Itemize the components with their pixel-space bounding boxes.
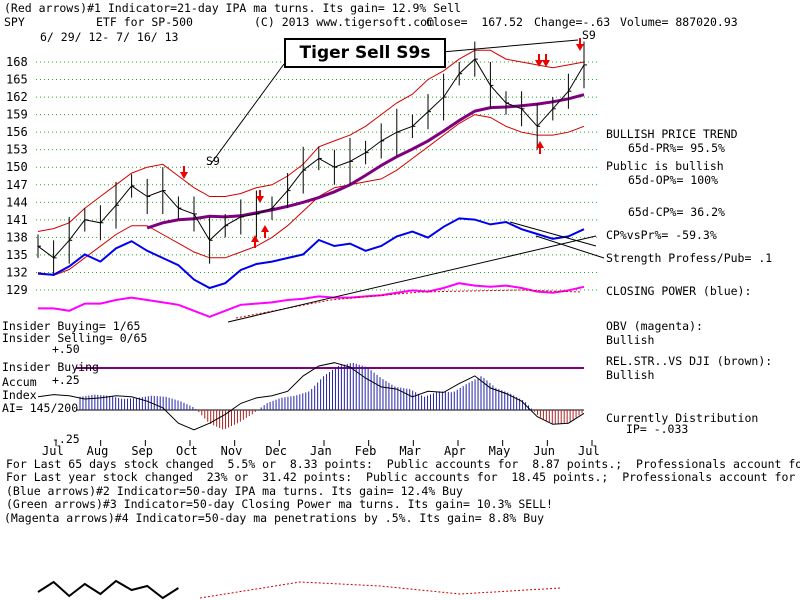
x-tick-label: Mar	[399, 444, 421, 458]
x-tick-label: Aug	[87, 444, 109, 458]
red-sell-arrow	[180, 172, 188, 179]
obv-label: OBV (magenta):	[606, 319, 703, 333]
y-tick-label: 138	[6, 230, 28, 244]
x-tick-label: Jul	[42, 444, 64, 458]
ai-label: AI= 145/200	[2, 401, 79, 415]
cp-trendline	[227, 235, 597, 323]
cp-downtrend	[509, 221, 597, 247]
red-sell-arrow	[542, 60, 550, 67]
x-tick-label: Nov	[221, 444, 243, 458]
obv-ma-line	[235, 289, 581, 319]
lower-band-line	[37, 114, 585, 276]
op-label: 65d-OP%= 100%	[628, 173, 719, 187]
footer-line-2: For Last year stock changed 23% or 31.42…	[6, 470, 796, 484]
x-tick-label: Apr	[444, 444, 466, 458]
strength-label: Strength Profess/Pub= .1	[606, 251, 773, 265]
plus-50-label: +.50	[52, 342, 80, 356]
lower-panel-line	[37, 579, 179, 600]
footer-line-5: (Magenta arrows)#4 Indicator=50-day ma p…	[4, 511, 545, 525]
index-label: Index	[2, 388, 37, 402]
y-tick-label: 132	[6, 265, 28, 279]
upper-band-line	[37, 49, 585, 232]
x-tick-label: May	[489, 444, 511, 458]
trend-label: BULLISH PRICE TREND	[606, 127, 738, 141]
x-tick-label: Dec	[265, 444, 287, 458]
cp-label: 65d-CP%= 36.2%	[628, 205, 725, 219]
x-tick-label: Jul	[578, 444, 600, 458]
footer-line-4: (Green arrows)#3 Indicator=50-day Closin…	[6, 497, 553, 511]
red-sell-arrow	[256, 196, 264, 203]
x-tick-label: Jun	[533, 444, 555, 458]
x-tick-label: Oct	[176, 444, 198, 458]
accum-ma-line	[37, 362, 585, 431]
red-buy-arrow	[261, 225, 269, 232]
y-tick-label: 147	[6, 178, 28, 192]
minus-25-label: -.25	[52, 432, 80, 446]
pr-label: 65d-PR%= 95.5%	[628, 141, 725, 155]
tiger-sell-box: Tiger Sell S9s	[284, 38, 446, 68]
y-tick-label: 153	[6, 143, 28, 157]
ticker-symbol: SPY	[4, 15, 25, 29]
x-tick-label: Sep	[131, 444, 153, 458]
lower-panel-ma	[199, 581, 561, 599]
footer-line-1: For Last 65 days stock changed 5.5% or 8…	[6, 457, 800, 471]
red-sell-arrow	[576, 44, 584, 51]
price-line	[37, 58, 585, 259]
obv-line	[38, 282, 585, 318]
red-sell-arrow	[535, 60, 543, 67]
red-buy-arrow	[536, 141, 544, 148]
strength-pointer	[535, 235, 605, 259]
insider-buying-label: Insider Buying	[2, 360, 99, 374]
y-tick-label: 156	[6, 125, 28, 139]
ticker-description: ETF for SP-500	[96, 15, 193, 29]
relstr-label: REL.STR..VS DJI (brown):	[606, 354, 773, 368]
x-tick-label: Feb	[355, 444, 377, 458]
insider-selling-ratio: Insider Selling= 0/65	[2, 331, 148, 345]
y-tick-label: 135	[6, 248, 28, 262]
y-tick-label: 141	[6, 213, 28, 227]
closing-power-label: CLOSING POWER (blue):	[606, 284, 752, 298]
y-tick-label: 168	[6, 55, 28, 69]
indicator-1-line: (Red arrows)#1 Indicator=21-day IPA ma t…	[4, 1, 461, 15]
y-tick-label: 144	[6, 195, 28, 209]
accum-label: Accum	[2, 375, 37, 389]
s9-pointer-right	[441, 39, 579, 53]
distribution-label: Currently Distribution	[606, 411, 759, 425]
s9-pointer-left	[209, 63, 285, 166]
red-buy-arrow	[251, 235, 259, 242]
closing-power-line	[37, 217, 585, 290]
s9-left-label: S9	[206, 154, 220, 168]
ma50-line	[146, 93, 585, 230]
y-tick-label: 165	[6, 73, 28, 87]
y-tick-label: 129	[6, 283, 28, 297]
y-tick-label: 150	[6, 160, 28, 174]
footer-line-3: (Blue arrows)#2 Indicator=50-day IPA ma …	[6, 484, 463, 498]
obv-status: Bullish	[606, 333, 655, 347]
change-value: Change=-.63	[534, 15, 611, 29]
cpvspr-label: CP%vsPr%= -59.3%	[606, 228, 717, 242]
relstr-status: Bullish	[606, 368, 655, 382]
close-value: Close= 167.52	[426, 15, 523, 29]
public-label: Public is bullish	[606, 159, 724, 173]
date-range: 6/ 29/ 12- 7/ 16/ 13	[40, 30, 179, 44]
plus-25-label: +.25	[52, 373, 80, 387]
insider-buying-ratio: Insider Buying= 1/65	[2, 319, 141, 333]
copyright: (C) 2013 www.tigersoft.com	[254, 15, 435, 29]
y-tick-label: 162	[6, 90, 28, 104]
ip-label: IP= -.033	[626, 422, 689, 436]
y-tick-label: 159	[6, 108, 28, 122]
volume-value: Volume= 887020.93	[620, 15, 738, 29]
s9-right-label: S9	[582, 28, 596, 42]
x-tick-label: Jan	[310, 444, 332, 458]
